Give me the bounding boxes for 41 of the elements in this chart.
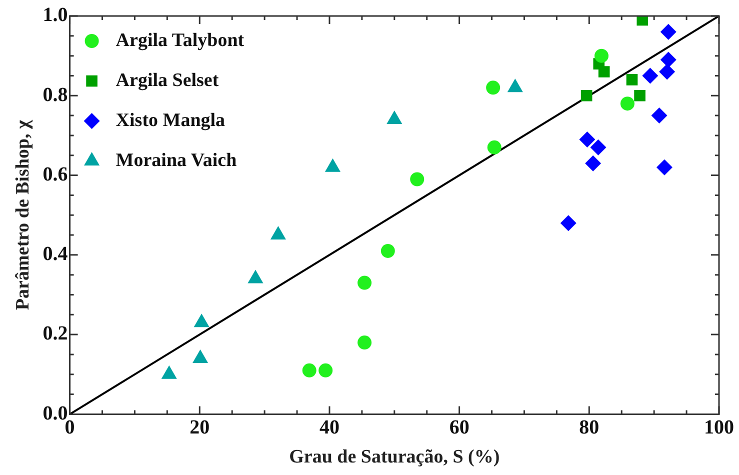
point (636, 16, 648, 26)
x-tick-label: 20 (190, 416, 210, 438)
x-tick-label: 100 (704, 416, 734, 438)
point (660, 24, 676, 40)
y-axis-title: Parâmetro de Bishop, χ (12, 120, 34, 310)
y-tick-label: 0.6 (42, 163, 68, 186)
point (579, 131, 596, 148)
point (580, 90, 592, 102)
y-tick-label: 0.4 (42, 243, 68, 266)
point (380, 244, 395, 258)
legend-label: Argila Talybont (116, 30, 245, 51)
point (634, 90, 646, 102)
point (656, 159, 672, 176)
point (486, 80, 500, 95)
point (620, 96, 634, 111)
point (318, 363, 333, 378)
point (560, 215, 576, 232)
point (487, 140, 502, 154)
x-tick-label: 80 (579, 416, 600, 438)
y-tick-label: 1.0 (42, 4, 68, 26)
point (659, 64, 676, 80)
point (651, 108, 668, 124)
point (626, 74, 638, 86)
legend-label: Moraina Vaich (116, 150, 238, 171)
point (660, 52, 676, 68)
point (358, 276, 372, 290)
y-tick-label: 0.8 (42, 84, 68, 106)
point (302, 363, 316, 378)
point (590, 139, 606, 156)
x-tick-label: 40 (319, 416, 340, 438)
point (598, 66, 610, 78)
x-axis-title: Grau de Saturação, S (%) (289, 446, 500, 468)
point (585, 155, 602, 172)
point (358, 336, 372, 350)
point (642, 68, 658, 84)
y-tick-label: 0.2 (42, 322, 68, 345)
point (410, 172, 424, 186)
legend-label: Xisto Mangla (116, 110, 226, 131)
x-tick-label: 60 (449, 416, 470, 438)
point (594, 48, 608, 63)
legend-label: Argila Selset (116, 70, 220, 91)
